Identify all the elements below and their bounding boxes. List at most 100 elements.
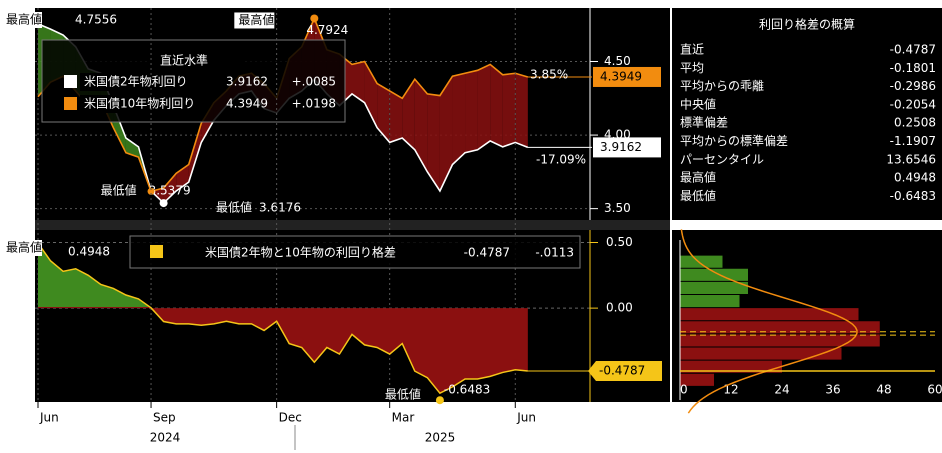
- spread-fill: [452, 73, 466, 165]
- series-line: [37, 242, 528, 395]
- stats-value: -0.1801: [890, 61, 936, 75]
- histogram-bar: [680, 334, 880, 347]
- stats-label: 平均からの乖離: [680, 79, 764, 93]
- stats-label: 最高値: [680, 170, 716, 185]
- stats-label: 平均からの標準偏差: [680, 133, 788, 148]
- label-box: [593, 137, 661, 158]
- legend-name: 米国債10年物利回り: [84, 96, 195, 111]
- legend-value: -0.4787: [464, 246, 510, 260]
- positive-area: [38, 243, 150, 307]
- x-tick-label: 60: [927, 383, 942, 397]
- min-point: [147, 187, 155, 195]
- min-label: 最低値: [385, 387, 421, 402]
- stats-value: 13.6546: [886, 152, 936, 166]
- stats-value: -0.2054: [890, 97, 936, 111]
- stats-label: 標準偏差: [680, 115, 728, 130]
- x-tick-label: Mar: [392, 411, 415, 425]
- legend-title: 直近水準: [160, 53, 208, 68]
- min-point: [159, 199, 168, 208]
- spread-fill: [439, 76, 453, 191]
- last-value-tag: 4.3949: [600, 69, 642, 83]
- spread-fill: [377, 83, 390, 143]
- stats-title: 利回り格差の概算: [759, 17, 855, 32]
- min-value: 3.5379: [149, 184, 191, 198]
- histogram-bar: [680, 268, 748, 281]
- stats-label: 直近: [680, 43, 704, 57]
- stats-panel: [672, 8, 942, 220]
- stats-value: -0.2986: [890, 79, 936, 93]
- y-tick-label: 3.50: [604, 201, 631, 215]
- spread-fill: [402, 79, 415, 150]
- histogram-bar: [680, 255, 723, 268]
- max-label: 最高値: [6, 240, 42, 255]
- last-value-tag-bg: [588, 360, 662, 381]
- x-tick-label: 12: [723, 383, 738, 397]
- x-tick-label: Dec: [279, 411, 302, 425]
- label-box: [80, 73, 205, 91]
- stats-value: -0.4787: [890, 43, 936, 57]
- stats-label: 最低値: [680, 188, 716, 203]
- histogram-bar: [680, 295, 740, 308]
- legend-swatch: [64, 75, 77, 88]
- spread-fill: [414, 79, 428, 172]
- max-label: 最高値: [6, 12, 42, 27]
- legend-name: 米国債2年物利回り: [84, 74, 188, 89]
- x-tick-label: 36: [825, 383, 840, 397]
- spread-fill: [389, 90, 403, 143]
- label-box: [593, 66, 661, 87]
- legend-change: -.0113: [535, 246, 574, 260]
- spread-fill: [477, 64, 491, 150]
- legend-name: 米国債2年物と10年物の利回り格差: [205, 245, 396, 260]
- x-tick-label: Jun: [39, 411, 59, 425]
- min-point: [435, 396, 444, 405]
- histogram-bar: [680, 373, 714, 386]
- spread-fill: [490, 64, 503, 147]
- stats-value: 0.4948: [894, 171, 936, 185]
- min-value: -0.6483: [444, 383, 490, 397]
- min-label: 最低値: [216, 200, 252, 215]
- spread-fill: [352, 61, 365, 103]
- pct-change: -17.09%: [536, 153, 586, 167]
- stats-label: パーセンタイル: [680, 152, 764, 166]
- label-box: [170, 244, 440, 262]
- max-label: 最高値: [238, 12, 274, 27]
- spread-fill: [427, 93, 440, 191]
- last-value-tag: 3.9162: [600, 140, 642, 154]
- max-point: [310, 14, 319, 23]
- last-value-tag: -0.4787: [599, 363, 645, 377]
- histogram-bar: [680, 281, 748, 294]
- legend-swatch: [64, 97, 77, 110]
- x-tick-label: 24: [774, 383, 789, 397]
- y-tick-label: 0.50: [606, 235, 633, 249]
- stats-value: -1.1907: [890, 134, 936, 148]
- x-tick-label: Jun: [516, 411, 536, 425]
- spread-fill: [502, 73, 516, 147]
- legend-value: 4.3949: [226, 97, 268, 111]
- max-value: 4.7924: [306, 23, 348, 37]
- stats-value: -0.6483: [890, 189, 936, 203]
- legend-swatch: [150, 245, 163, 258]
- y-tick-label: 0.00: [606, 301, 633, 315]
- max-value: 0.4948: [68, 245, 110, 259]
- min-value: 3.6176: [259, 201, 301, 215]
- pct-change: 3.85%: [530, 68, 568, 82]
- label-box: [80, 95, 205, 113]
- spread-fill: [163, 173, 177, 204]
- spread-fill: [465, 70, 478, 153]
- negative-area: [38, 307, 528, 394]
- stats-label: 平均: [680, 61, 704, 75]
- histogram-bar: [680, 360, 782, 373]
- label-box: [150, 52, 245, 70]
- histogram-bar: [680, 321, 880, 334]
- histogram-bar: [680, 308, 859, 321]
- legend-change: +.0198: [292, 97, 336, 111]
- y-tick-label: 4.50: [604, 54, 631, 68]
- label-box: [234, 12, 275, 29]
- stats-value: 0.2508: [894, 116, 936, 130]
- year-label: 2024: [150, 431, 181, 445]
- normal-curve: [680, 229, 858, 414]
- x-tick-label: 48: [876, 383, 891, 397]
- histogram-bar: [680, 347, 842, 360]
- spread-fill: [125, 138, 139, 158]
